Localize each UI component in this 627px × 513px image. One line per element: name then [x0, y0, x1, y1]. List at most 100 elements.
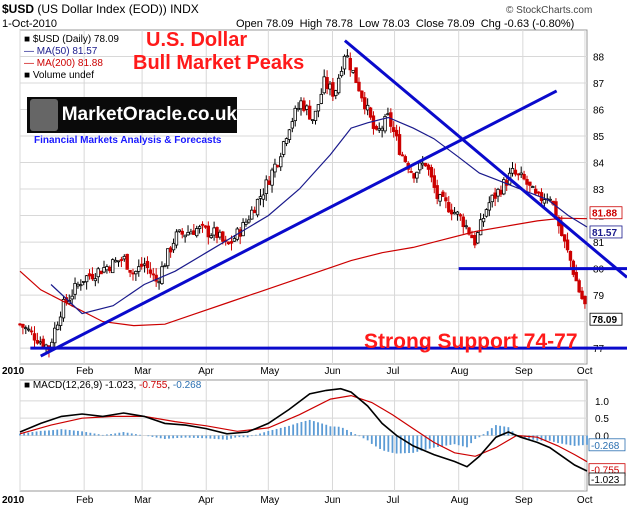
candle-body	[380, 127, 384, 131]
candle-body	[574, 271, 578, 282]
candle-body	[290, 121, 295, 129]
macd-right-label-box--0.268	[588, 438, 626, 452]
candle-body	[96, 268, 100, 278]
macd-histogram-bar	[495, 425, 497, 436]
macd-histogram-bar	[432, 435, 435, 448]
candle-body	[55, 324, 60, 331]
macd-histogram-bar	[387, 435, 390, 452]
macd-y-tick-0.5: 0.5	[595, 414, 609, 425]
close-value: 78.09	[447, 18, 475, 30]
macd-histogram-bar	[147, 435, 150, 437]
candle-body	[70, 295, 74, 300]
price-right-label-box-78.09	[589, 312, 623, 326]
candle-body	[580, 290, 584, 299]
price-panel-frame	[19, 29, 588, 365]
candle-body	[429, 167, 434, 178]
macd-legend-hist: -0.268	[172, 380, 202, 391]
macd-histogram-bar	[416, 435, 419, 452]
candle-body	[108, 266, 112, 272]
candle-body	[403, 156, 408, 162]
macd-histogram-bar	[370, 435, 373, 444]
macd-histogram-bar	[163, 435, 166, 439]
candle-body	[171, 242, 176, 251]
macd-histogram-bar	[217, 435, 220, 440]
macd-histogram-bar	[43, 430, 46, 436]
trend-line-peak-downtrend	[343, 39, 627, 279]
candle-body	[449, 209, 454, 215]
macd-histogram-bar	[304, 420, 307, 436]
macd-histogram-bar	[118, 432, 121, 436]
candle-body	[302, 100, 306, 111]
macd-histogram-bar	[457, 435, 460, 446]
macd-histogram-bar	[242, 435, 245, 438]
macd-histogram-bar	[375, 435, 377, 447]
price-y-tick-81: 81	[593, 238, 605, 249]
candle-body	[218, 231, 222, 238]
macd-histogram-bar	[192, 435, 195, 438]
candle-body	[84, 275, 89, 283]
candle-body	[562, 234, 567, 242]
logo-name: MarketOracle.co.uk	[61, 104, 237, 125]
macd-histogram-bar	[52, 430, 55, 436]
price-right-label-81.57: 81.57	[592, 228, 617, 239]
candle-body	[513, 169, 518, 175]
macd-histogram-bar	[466, 435, 468, 448]
macd-histogram-bar	[441, 435, 444, 447]
macd-histogram-bar	[408, 435, 410, 454]
candle-body	[137, 266, 141, 272]
macd-histogram-bar	[437, 435, 439, 447]
macd-histogram-bar	[474, 435, 477, 439]
macd-histogram-bar	[271, 429, 274, 436]
candle-body	[192, 230, 196, 235]
macd-histogram-bar	[503, 426, 506, 436]
price-x-tick-Feb: Feb	[76, 366, 94, 377]
price-y-tick-85: 85	[593, 132, 605, 143]
macd-histogram-bar	[346, 429, 348, 436]
macd-line	[19, 387, 588, 472]
macd-histogram-bar	[234, 435, 237, 438]
macd-histogram-bar	[130, 433, 133, 436]
macd-histogram-bar	[180, 435, 183, 438]
candle-body	[476, 232, 480, 244]
candle-body	[470, 235, 474, 239]
macd-histogram-bar	[68, 430, 71, 436]
candle-body	[342, 55, 347, 70]
support-annotation: Strong Support 74-77	[364, 330, 578, 353]
candle-body	[339, 70, 344, 77]
price-x-tick-Mar: Mar	[134, 366, 152, 377]
candle-body	[241, 222, 245, 237]
candle-body	[24, 327, 28, 330]
macd-histogram-bar	[532, 435, 535, 440]
candle-body	[32, 333, 37, 341]
candle-body	[215, 227, 219, 239]
macd-histogram-bar	[184, 435, 187, 438]
candle-body	[331, 82, 335, 97]
candle-body	[270, 169, 274, 186]
macd-histogram-bar	[329, 426, 332, 436]
macd-histogram-bar	[23, 433, 26, 436]
candle-body	[151, 273, 155, 276]
price-x-tick-Apr: Apr	[198, 366, 214, 377]
candle-body	[502, 179, 506, 195]
macd-histogram-bar	[399, 435, 402, 454]
macd-histogram-bar	[569, 435, 572, 446]
macd-histogram-bar	[93, 433, 96, 436]
candle-body	[189, 231, 193, 235]
candle-body	[496, 188, 500, 197]
macd-x-tick-Feb: Feb	[76, 495, 94, 506]
macd-histogram-bar	[213, 435, 216, 439]
price-right-label-box-81.57	[589, 225, 623, 239]
logo-tagline: Financial Markets Analysis & Forecasts	[34, 135, 222, 146]
macd-histogram-bar	[255, 434, 257, 436]
candle-body	[226, 241, 231, 245]
candle-body	[111, 259, 115, 274]
candle-body	[493, 192, 497, 199]
price-x-tick-May: May	[260, 366, 279, 377]
macd-histogram-bar	[552, 435, 555, 442]
price-y-tick-86: 86	[593, 106, 605, 117]
candle-body	[464, 225, 468, 228]
price-right-label-78.09: 78.09	[592, 315, 617, 326]
candle-body	[128, 269, 132, 273]
price-x-tick-Jun: Jun	[324, 366, 340, 377]
